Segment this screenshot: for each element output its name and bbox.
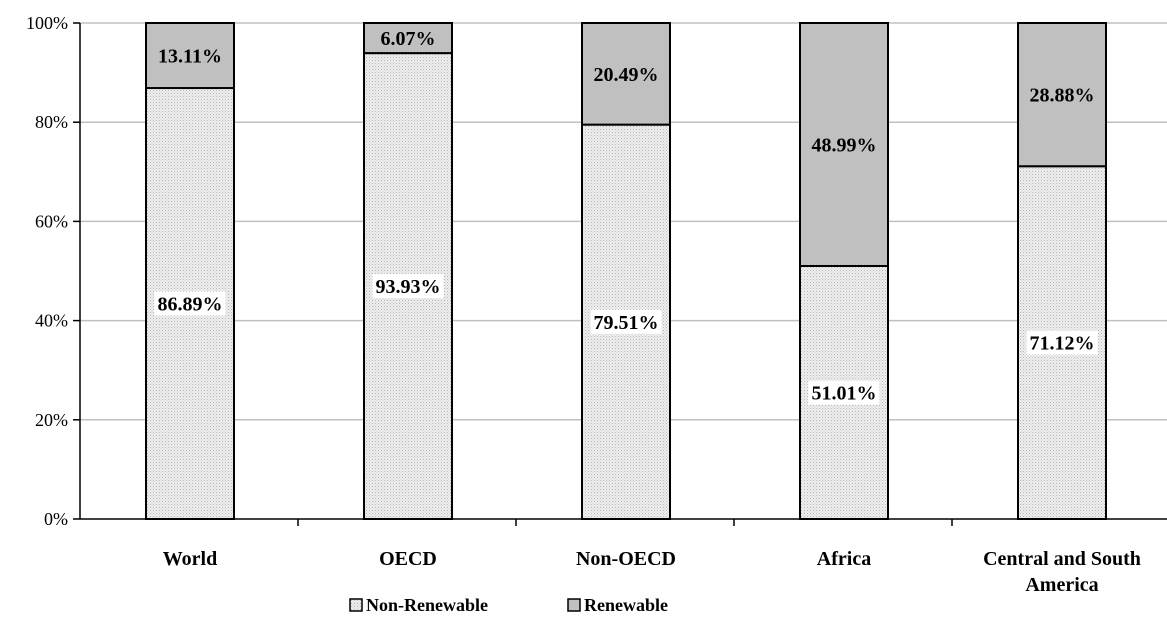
data-label-text: 71.12% xyxy=(1030,333,1095,355)
data-label: 13.11% xyxy=(155,43,225,68)
axes: 0% 20% 40% 60% 80% 100% World OECD Non-OECD Afric… xyxy=(26,13,1167,596)
data-label: 28.88% xyxy=(1026,82,1098,107)
data-label-text: 6.07% xyxy=(381,28,436,50)
x-category-label: World xyxy=(163,548,217,570)
data-label-text: 13.11% xyxy=(158,46,222,68)
data-label-background xyxy=(808,380,880,405)
data-label-background xyxy=(154,291,226,316)
data-label: 48.99% xyxy=(808,132,880,157)
data-label: 93.93% xyxy=(372,274,444,299)
y-tick-label: 100% xyxy=(26,13,68,33)
x-category-label: Africa xyxy=(817,548,871,570)
data-label-background xyxy=(377,26,439,51)
data-label-background xyxy=(590,61,662,86)
data-label-text: 79.51% xyxy=(594,312,659,334)
data-label-background xyxy=(155,43,225,68)
legend-item-non-renewable: Non-Renewable xyxy=(349,595,488,615)
data-label: 71.12% xyxy=(1026,330,1098,355)
y-tick-label: 40% xyxy=(35,311,68,331)
legend-label: Renewable xyxy=(584,595,668,615)
x-category-label: Central and South America xyxy=(983,548,1141,596)
y-tick-label: 80% xyxy=(35,112,68,132)
y-tick-label: 60% xyxy=(35,211,68,231)
data-label-text: 20.49% xyxy=(594,64,659,86)
data-label-background xyxy=(1026,82,1098,107)
legend: Non-Renewable Renewable xyxy=(349,595,668,615)
data-label-text: 93.93% xyxy=(376,276,441,298)
x-category-label: OECD xyxy=(379,548,437,570)
data-label: 86.89% xyxy=(154,291,226,316)
y-tick-label: 0% xyxy=(44,509,68,529)
legend-swatch xyxy=(567,598,581,612)
legend-label: Non-Renewable xyxy=(366,595,488,615)
data-labels: 86.89% 13.11% 93.93% 6.07% 79.51% 20.49% 51.01… xyxy=(154,26,1098,405)
data-label: 79.51% xyxy=(590,309,662,334)
data-label: 20.49% xyxy=(590,61,662,86)
y-tick-label: 20% xyxy=(35,410,68,430)
data-label-text: 28.88% xyxy=(1030,85,1095,107)
data-label-background xyxy=(808,132,880,157)
x-category-label: Non-OECD xyxy=(576,548,676,570)
data-label-background xyxy=(590,309,662,334)
data-label-background xyxy=(1026,330,1098,355)
data-label-text: 48.99% xyxy=(812,134,877,156)
data-label: 51.01% xyxy=(808,380,880,405)
bars xyxy=(145,22,1107,520)
data-label-text: 51.01% xyxy=(812,382,877,404)
data-label-background xyxy=(372,274,444,299)
data-label-text: 86.89% xyxy=(158,294,223,316)
data-label: 6.07% xyxy=(377,26,439,51)
legend-item-renewable: Renewable xyxy=(567,595,668,615)
legend-swatch xyxy=(349,598,363,612)
